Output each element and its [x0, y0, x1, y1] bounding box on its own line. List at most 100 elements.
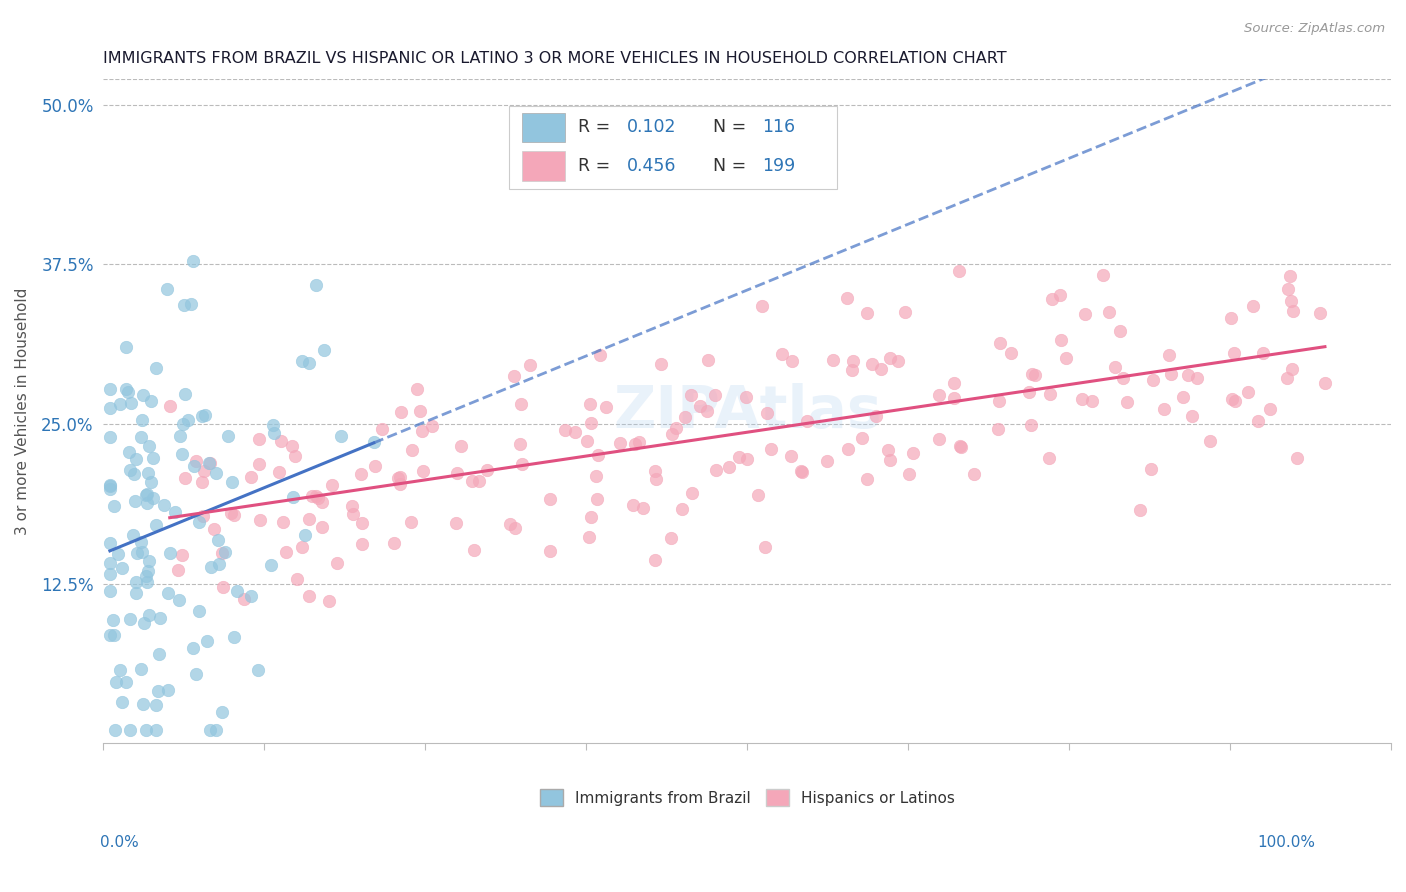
Point: [134, 615, 156, 630]
Point: [389, 469, 412, 483]
Point: [406, 382, 429, 396]
Point: [139, 394, 162, 409]
Point: [1286, 450, 1309, 465]
Point: [294, 527, 316, 541]
Point: [399, 515, 422, 529]
Point: [173, 387, 195, 401]
Point: [578, 530, 600, 544]
Point: [247, 432, 270, 446]
Point: [281, 490, 304, 504]
Point: [446, 516, 468, 530]
Point: [1109, 324, 1132, 338]
Point: [173, 297, 195, 311]
Point: [271, 516, 294, 530]
Point: [1081, 394, 1104, 409]
Point: [148, 647, 170, 661]
Point: [193, 509, 215, 524]
Point: [297, 589, 319, 603]
Point: [756, 406, 779, 420]
Point: [125, 451, 148, 466]
Point: [198, 457, 221, 471]
Point: [759, 442, 782, 456]
Point: [371, 422, 394, 436]
Point: [747, 488, 769, 502]
Point: [208, 558, 231, 572]
Point: [177, 413, 200, 427]
Point: [644, 464, 666, 478]
Point: [1157, 349, 1180, 363]
Point: [274, 545, 297, 559]
Point: [107, 547, 129, 561]
Point: [901, 446, 924, 460]
Point: [240, 589, 263, 603]
Point: [249, 457, 271, 471]
Point: [103, 628, 125, 642]
Point: [1222, 346, 1244, 360]
Point: [138, 554, 160, 568]
Point: [887, 354, 910, 368]
Point: [751, 299, 773, 313]
Point: [181, 254, 204, 268]
Point: [894, 305, 917, 319]
Point: [98, 557, 121, 571]
Point: [661, 427, 683, 442]
Point: [538, 544, 561, 558]
Point: [141, 491, 163, 505]
Point: [681, 486, 703, 500]
Text: IMMIGRANTS FROM BRAZIL VS HISPANIC OR LATINO 3 OR MORE VEHICLES IN HOUSEHOLD COR: IMMIGRANTS FROM BRAZIL VS HISPANIC OR LA…: [104, 51, 1007, 66]
Point: [136, 496, 159, 510]
Point: [290, 540, 312, 554]
Point: [796, 414, 818, 428]
Point: [1177, 368, 1199, 382]
Point: [169, 592, 191, 607]
Point: [988, 394, 1011, 409]
Point: [963, 467, 986, 481]
Point: [138, 607, 160, 622]
Point: [131, 534, 153, 549]
Point: [214, 545, 236, 559]
Point: [780, 354, 803, 368]
Point: [145, 518, 167, 533]
Point: [1171, 390, 1194, 404]
Point: [509, 396, 531, 410]
Point: [193, 464, 215, 478]
Point: [860, 358, 883, 372]
Point: [247, 663, 270, 677]
Point: [190, 475, 212, 489]
Point: [188, 515, 211, 529]
Point: [388, 476, 411, 491]
Point: [163, 505, 186, 519]
Text: Source: ZipAtlas.com: Source: ZipAtlas.com: [1244, 22, 1385, 36]
Text: 100.0%: 100.0%: [1257, 836, 1316, 850]
Point: [554, 423, 576, 437]
Point: [790, 464, 813, 478]
Point: [145, 723, 167, 738]
Point: [1019, 417, 1042, 432]
Point: [770, 346, 793, 360]
Point: [291, 353, 314, 368]
Point: [222, 508, 245, 522]
Point: [159, 546, 181, 560]
Point: [928, 432, 950, 446]
Point: [1054, 351, 1077, 365]
Point: [111, 695, 134, 709]
Point: [503, 369, 526, 384]
Point: [942, 391, 965, 405]
Point: [609, 435, 631, 450]
Point: [132, 697, 155, 711]
Point: [157, 682, 180, 697]
Point: [821, 353, 844, 368]
Point: [704, 388, 727, 402]
Point: [1140, 462, 1163, 476]
Point: [837, 442, 859, 456]
Point: [124, 467, 146, 481]
Point: [411, 425, 433, 439]
Point: [183, 640, 205, 655]
Point: [135, 723, 157, 738]
Point: [1220, 392, 1243, 406]
Point: [585, 469, 607, 483]
Point: [117, 384, 139, 399]
Point: [706, 462, 728, 476]
Point: [98, 383, 121, 397]
Point: [98, 401, 121, 415]
